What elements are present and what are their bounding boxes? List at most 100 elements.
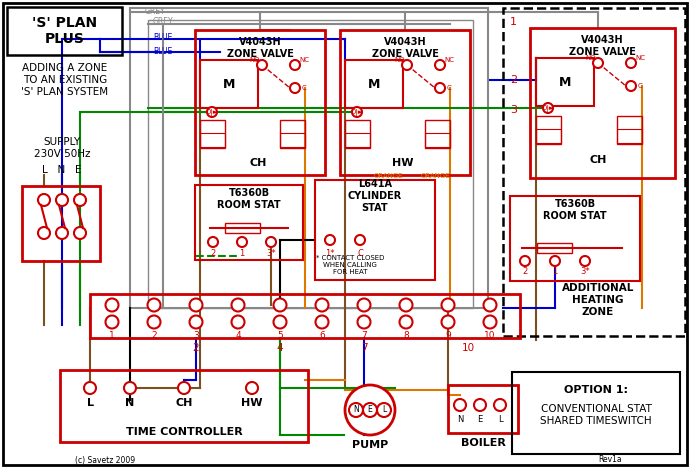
Text: 1: 1 [109,330,115,339]
Text: 1*: 1* [325,249,335,257]
Text: N: N [457,415,463,424]
Text: 'S' PLAN
PLUS: 'S' PLAN PLUS [32,16,97,46]
Text: C: C [446,85,451,91]
Text: M: M [559,75,571,88]
Bar [315,180,435,280]
Text: ADDING A ZONE
TO AN EXISTING
'S' PLAN SYSTEM: ADDING A ZONE TO AN EXISTING 'S' PLAN SY… [21,63,108,96]
Circle shape [520,256,530,266]
Text: T6360B
ROOM STAT: T6360B ROOM STAT [543,199,607,221]
Circle shape [207,107,217,117]
Text: NO: NO [250,57,260,63]
Text: BLUE: BLUE [153,32,172,42]
Text: 7: 7 [361,330,367,339]
Text: OPTION 1:: OPTION 1: [564,385,628,395]
Text: GREY: GREY [145,7,166,15]
Text: 4: 4 [235,330,241,339]
Text: O|►: O|► [351,109,364,116]
Text: 10: 10 [484,330,495,339]
Text: 2: 2 [151,330,157,339]
Text: 10: 10 [462,343,475,353]
Text: CONVENTIONAL STAT
SHARED TIMESWITCH: CONVENTIONAL STAT SHARED TIMESWITCH [540,404,652,426]
Bar [512,372,680,454]
Bar [448,385,518,433]
Text: 1: 1 [553,268,558,277]
Bar [200,133,225,147]
Circle shape [454,399,466,411]
Text: GREY: GREY [153,17,174,27]
Text: N: N [126,398,135,408]
Bar [530,28,675,178]
Circle shape [377,403,391,417]
Circle shape [626,58,636,68]
Circle shape [148,315,161,329]
Circle shape [363,403,377,417]
Circle shape [266,237,276,247]
Text: Rev1a: Rev1a [598,455,622,465]
Circle shape [106,315,119,329]
Bar [345,60,403,108]
Text: CH: CH [249,158,267,168]
Circle shape [315,299,328,312]
Bar [617,116,642,144]
Bar [195,30,325,175]
Text: TIME CONTROLLER: TIME CONTROLLER [126,427,242,437]
Text: BOILER: BOILER [460,438,506,448]
Text: C: C [302,85,306,91]
Circle shape [357,315,371,329]
Circle shape [484,299,497,312]
Text: 7: 7 [361,343,367,353]
Text: C: C [638,83,642,89]
Bar [536,129,561,143]
Text: NC: NC [444,57,454,63]
Text: 9: 9 [445,330,451,339]
Text: L: L [382,405,386,415]
Circle shape [257,60,267,70]
Text: NC: NC [299,57,309,63]
Text: SUPPLY
230V 50Hz: SUPPLY 230V 50Hz [34,137,90,159]
Text: V4043H
ZONE VALVE: V4043H ZONE VALVE [371,37,438,59]
Text: ADDITIONAL
HEATING
ZONE: ADDITIONAL HEATING ZONE [562,284,634,316]
Bar [195,185,303,260]
Bar [200,60,258,108]
Text: M: M [368,78,380,90]
Circle shape [474,399,486,411]
Circle shape [106,299,119,312]
Circle shape [626,81,636,91]
Bar [340,30,470,175]
Text: BLUE: BLUE [153,47,172,57]
Circle shape [290,83,300,93]
Text: 8: 8 [403,330,409,339]
Text: 1: 1 [510,17,517,27]
Text: L641A
CYLINDER
STAT: L641A CYLINDER STAT [348,179,402,212]
Circle shape [190,299,202,312]
Circle shape [124,382,136,394]
Circle shape [349,403,363,417]
Text: M: M [223,78,235,90]
Circle shape [38,194,50,206]
Text: 2: 2 [510,75,517,85]
Circle shape [400,299,413,312]
Text: 3: 3 [193,330,199,339]
Text: O|►: O|► [206,109,219,116]
Text: 3: 3 [510,105,517,115]
Circle shape [84,382,96,394]
Bar [225,223,260,233]
Bar [425,133,450,147]
Text: 3*: 3* [580,268,590,277]
Bar [536,116,561,144]
Text: 2: 2 [522,268,528,277]
Circle shape [435,60,445,70]
Circle shape [74,194,86,206]
Text: 2: 2 [210,249,215,257]
Circle shape [580,256,590,266]
Text: ORANGE: ORANGE [420,173,450,179]
Text: HW: HW [241,398,263,408]
Circle shape [74,227,86,239]
Bar [617,129,642,143]
Circle shape [402,60,412,70]
Circle shape [315,315,328,329]
Text: O|►: O|► [542,104,555,111]
Bar [345,120,370,148]
Text: N: N [353,405,359,415]
Circle shape [494,399,506,411]
